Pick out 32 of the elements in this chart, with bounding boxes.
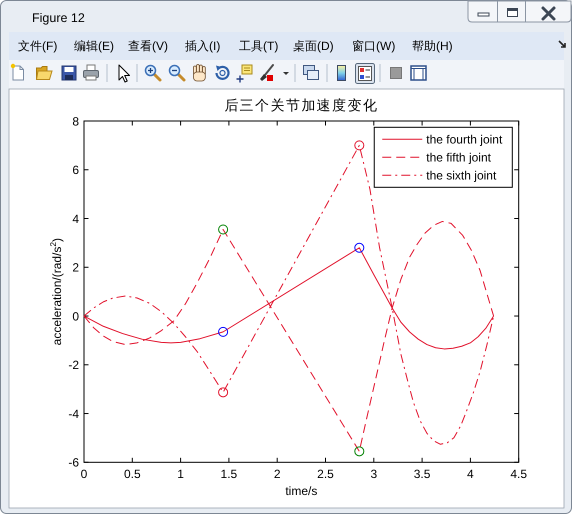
x-axis-title: time/s: [285, 484, 318, 498]
x-tick-label: 2: [274, 467, 281, 481]
y-tick-label: 0: [72, 309, 80, 324]
x-tick-label: 3: [370, 467, 378, 481]
y-tick-label: 4: [72, 212, 80, 226]
x-tick-label: 4: [467, 467, 474, 481]
y-tick-label: -4: [68, 406, 80, 421]
x-tick-label: 4.5: [510, 467, 528, 481]
y-tick-label: 2: [72, 260, 80, 275]
text: 文件(F): [18, 39, 58, 53]
x-tick-label: 0: [80, 467, 88, 481]
chart-title: 后三个关节加速度变化: [224, 97, 378, 113]
legend-label: the fifth joint: [426, 150, 492, 165]
y-tick-label: 8: [72, 114, 80, 128]
text: 窗口(W): [352, 39, 396, 53]
x-tick-label: 1: [177, 467, 184, 481]
legend-label: the sixth joint: [426, 168, 497, 183]
y-tick-label: 6: [72, 163, 80, 178]
text: 插入(I): [185, 39, 220, 53]
x-tick-label: 0.5: [124, 467, 141, 481]
y-tick-label: -2: [68, 358, 80, 372]
text: 查看(V): [128, 39, 168, 53]
legend-label: the fourth joint: [426, 132, 503, 147]
x-tick-label: 3.5: [414, 467, 431, 481]
x-tick-label: 2.5: [317, 467, 334, 481]
text: 工具(T): [239, 39, 278, 53]
caption: Figure 12: [32, 11, 85, 25]
text: 桌面(D): [293, 39, 334, 53]
x-tick-label: 1.5: [220, 467, 238, 481]
text: 编辑(E): [74, 39, 114, 53]
text: 帮助(H): [412, 39, 453, 53]
y-tick-label: -6: [68, 456, 80, 470]
